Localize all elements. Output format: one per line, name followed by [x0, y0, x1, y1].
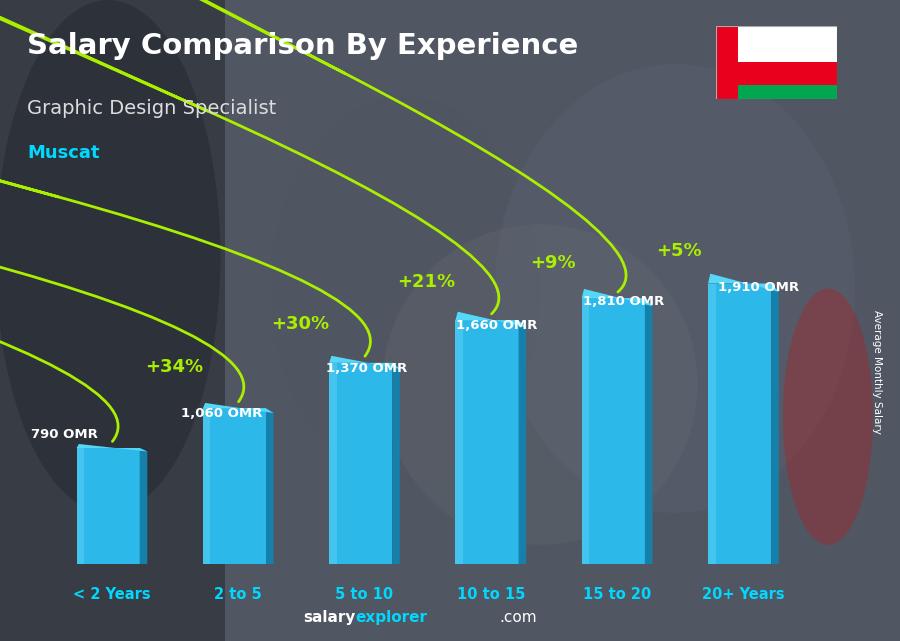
Text: 20+ Years: 20+ Years	[702, 587, 785, 602]
Text: +34%: +34%	[145, 358, 202, 376]
Text: 1,370 OMR: 1,370 OMR	[327, 362, 408, 374]
Polygon shape	[225, 0, 900, 641]
Text: +9%: +9%	[530, 254, 575, 272]
Polygon shape	[329, 363, 392, 564]
Polygon shape	[716, 26, 738, 99]
Polygon shape	[645, 298, 652, 564]
Polygon shape	[202, 403, 274, 413]
Ellipse shape	[495, 64, 855, 513]
Ellipse shape	[0, 0, 220, 513]
Text: Salary Comparison By Experience: Salary Comparison By Experience	[27, 32, 578, 60]
Text: 5 to 10: 5 to 10	[336, 587, 393, 602]
Polygon shape	[455, 320, 463, 564]
Polygon shape	[329, 363, 337, 564]
Text: .com: .com	[500, 610, 537, 625]
Text: < 2 Years: < 2 Years	[73, 587, 150, 602]
Polygon shape	[76, 448, 140, 564]
Polygon shape	[455, 312, 526, 328]
Polygon shape	[329, 356, 400, 369]
Polygon shape	[708, 283, 716, 564]
Polygon shape	[581, 289, 652, 306]
Polygon shape	[266, 408, 274, 564]
Polygon shape	[581, 298, 590, 564]
Polygon shape	[708, 283, 771, 564]
Polygon shape	[202, 408, 266, 564]
Polygon shape	[708, 274, 778, 292]
Text: 15 to 20: 15 to 20	[583, 587, 652, 602]
Text: Average Monthly Salary: Average Monthly Salary	[872, 310, 883, 434]
Polygon shape	[202, 408, 211, 564]
Polygon shape	[392, 363, 400, 564]
Text: 1,910 OMR: 1,910 OMR	[718, 281, 799, 294]
Polygon shape	[140, 448, 148, 564]
Polygon shape	[738, 26, 837, 62]
Text: 2 to 5: 2 to 5	[214, 587, 262, 602]
Polygon shape	[738, 85, 837, 99]
Polygon shape	[518, 320, 526, 564]
Ellipse shape	[270, 96, 540, 481]
Text: explorer: explorer	[356, 610, 427, 625]
Text: Graphic Design Specialist: Graphic Design Specialist	[27, 99, 276, 119]
Polygon shape	[76, 448, 85, 564]
Polygon shape	[455, 320, 518, 564]
Polygon shape	[771, 283, 778, 564]
Text: +21%: +21%	[397, 273, 455, 291]
Ellipse shape	[382, 224, 698, 545]
Ellipse shape	[783, 288, 873, 545]
Text: 10 to 15: 10 to 15	[456, 587, 525, 602]
Text: 1,810 OMR: 1,810 OMR	[583, 296, 664, 308]
Text: 790 OMR: 790 OMR	[31, 428, 97, 441]
Text: Muscat: Muscat	[27, 144, 100, 162]
Polygon shape	[738, 62, 837, 85]
Text: salary: salary	[303, 610, 356, 625]
Polygon shape	[0, 0, 225, 641]
Text: 1,660 OMR: 1,660 OMR	[456, 319, 538, 332]
Text: 1,060 OMR: 1,060 OMR	[181, 407, 263, 420]
Polygon shape	[76, 444, 148, 451]
Text: +30%: +30%	[271, 315, 329, 333]
Polygon shape	[581, 298, 645, 564]
Text: +5%: +5%	[656, 242, 702, 260]
